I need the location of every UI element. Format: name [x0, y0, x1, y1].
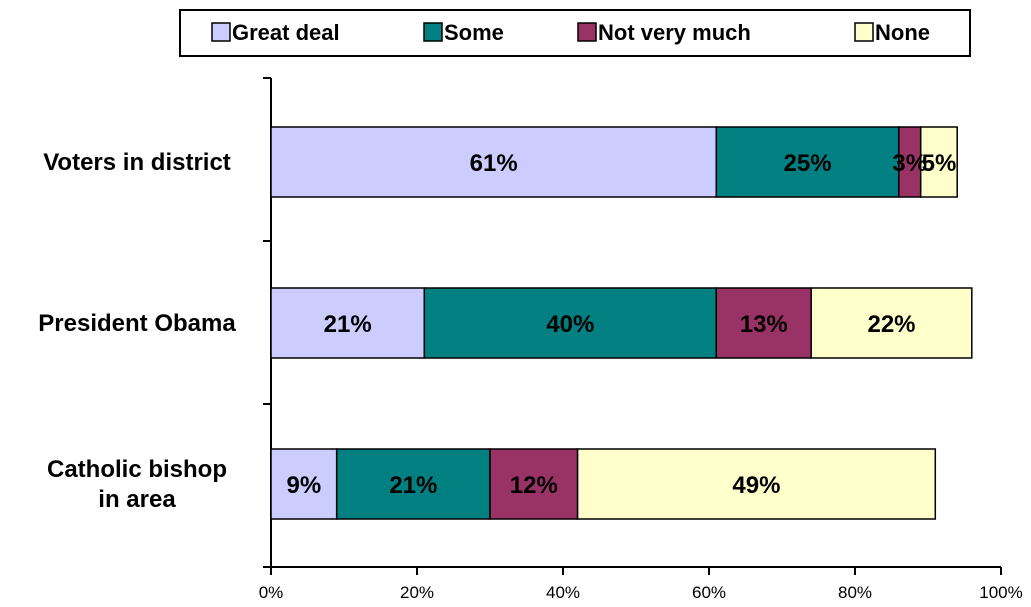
- x-tick-label: 60%: [692, 583, 726, 602]
- bar-segment-none: [576, 448, 937, 520]
- data-label: 3%: [892, 150, 927, 177]
- legend-label-some: Some: [444, 20, 504, 45]
- bar-segment-great-deal: [270, 448, 338, 520]
- bar-segment-some: [715, 126, 900, 198]
- legend-label-none: None: [875, 20, 930, 45]
- category-label: in area: [98, 486, 176, 513]
- legend-swatch-great-deal: [211, 22, 231, 42]
- data-label: 12%: [510, 472, 558, 499]
- legend-label-not-very-much: Not very much: [598, 20, 751, 45]
- category-label: President Obama: [38, 310, 236, 337]
- bar-segment-great-deal: [270, 287, 426, 359]
- bar-segment-none: [919, 126, 958, 198]
- legend-label-great-deal: Great deal: [232, 20, 340, 45]
- data-label: 9%: [287, 472, 322, 499]
- x-tick-label: 100%: [979, 583, 1022, 602]
- bar-segment-great-deal: [270, 126, 718, 198]
- bar-segment-not-very-much: [489, 448, 579, 520]
- legend-box: [179, 9, 971, 57]
- data-label: 61%: [470, 150, 518, 177]
- bar-segment-some: [335, 448, 491, 520]
- bar-segment-none: [810, 287, 973, 359]
- category-label: Catholic bishop: [47, 456, 227, 483]
- x-tick-label: 40%: [546, 583, 580, 602]
- x-tick-label: 0%: [259, 583, 284, 602]
- x-tick-label: 20%: [400, 583, 434, 602]
- data-label: 22%: [867, 311, 915, 338]
- data-label: 21%: [324, 311, 372, 338]
- x-tick-label: 80%: [838, 583, 872, 602]
- category-label: Voters in district: [43, 149, 231, 176]
- bars: 61% 25% 3%5% 21% 40% 13% 22% 9% 21% 12% 49%: [270, 126, 973, 520]
- legend: Great deal Some Not very much None: [179, 9, 971, 57]
- legend-swatch-not-very-much: [577, 22, 597, 42]
- data-label: 13%: [740, 311, 788, 338]
- data-label: 5%: [922, 150, 957, 177]
- legend-swatch-some: [423, 22, 443, 42]
- data-label: 25%: [784, 150, 832, 177]
- bar-segment-some: [423, 287, 718, 359]
- data-label: 40%: [546, 311, 594, 338]
- bar-segment-not-very-much: [715, 287, 812, 359]
- legend-swatch-none: [854, 22, 874, 42]
- data-label: 49%: [732, 472, 780, 499]
- data-label: 21%: [389, 472, 437, 499]
